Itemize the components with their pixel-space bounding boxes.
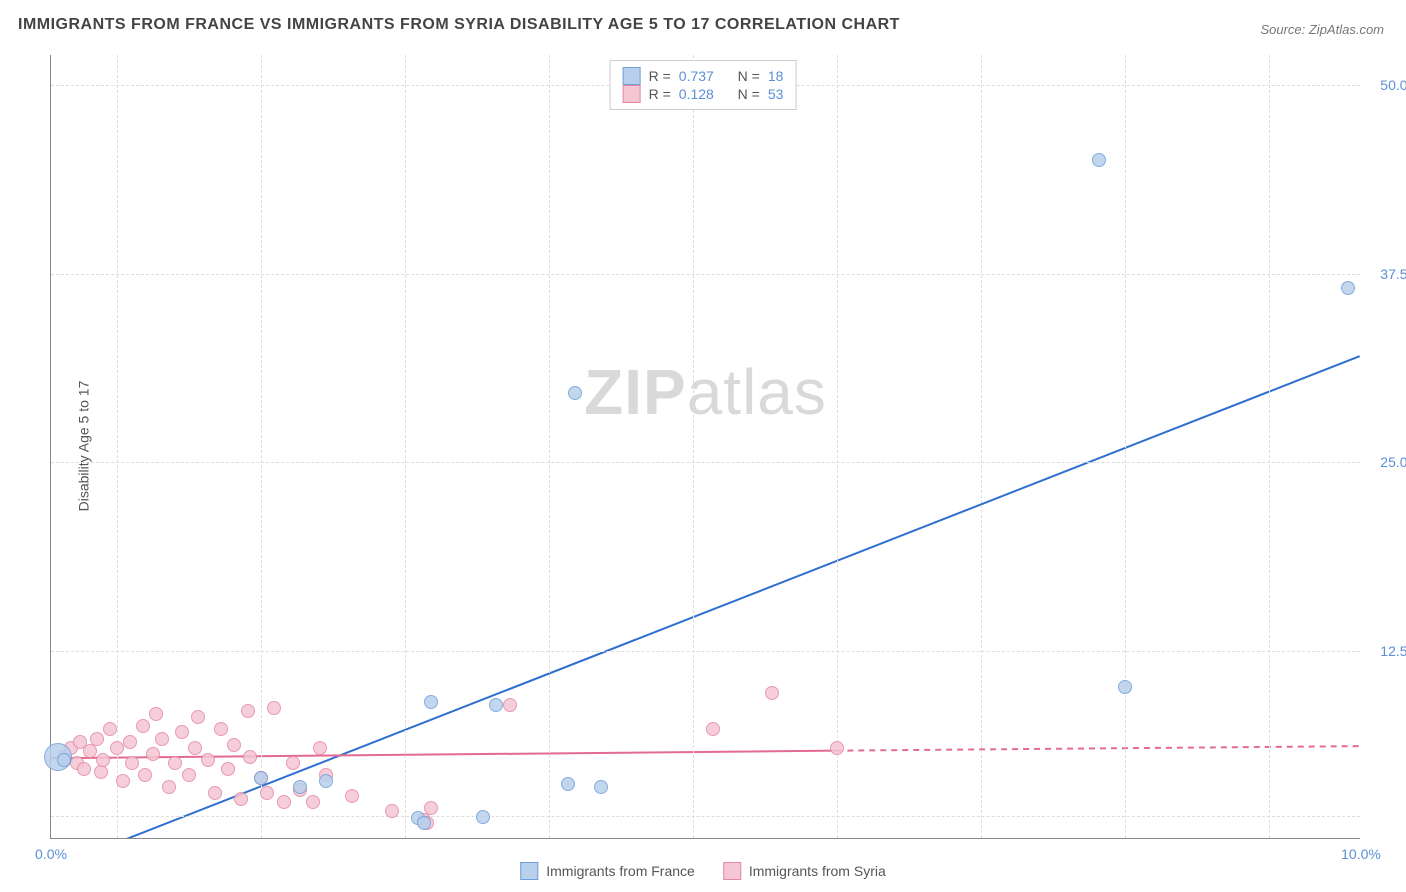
- point-syria: [83, 744, 97, 758]
- legend-item-france: Immigrants from France: [520, 862, 695, 880]
- point-syria: [162, 780, 176, 794]
- n-value-syria: 53: [768, 86, 784, 102]
- point-syria: [243, 750, 257, 764]
- point-syria: [96, 753, 110, 767]
- r-value-syria: 0.128: [679, 86, 714, 102]
- point-syria: [424, 801, 438, 815]
- point-syria: [208, 786, 222, 800]
- point-france: [489, 698, 503, 712]
- point-syria: [77, 762, 91, 776]
- point-syria: [146, 747, 160, 761]
- point-syria: [138, 768, 152, 782]
- watermark: ZIPatlas: [584, 355, 827, 429]
- legend-item-syria: Immigrants from Syria: [723, 862, 886, 880]
- trend-lines: [51, 55, 1360, 838]
- legend-label-france: Immigrants from France: [546, 863, 695, 879]
- stats-row-france: R = 0.737 N = 18: [623, 67, 784, 85]
- point-syria: [191, 710, 205, 724]
- point-syria: [345, 789, 359, 803]
- source-label: Source: ZipAtlas.com: [1260, 22, 1384, 37]
- swatch-syria: [723, 862, 741, 880]
- point-syria: [103, 722, 117, 736]
- point-syria: [227, 738, 241, 752]
- point-syria: [182, 768, 196, 782]
- point-syria: [90, 732, 104, 746]
- point-france: [254, 771, 268, 785]
- r-label: R =: [649, 86, 671, 102]
- n-label: N =: [738, 86, 760, 102]
- point-syria: [503, 698, 517, 712]
- point-france: [424, 695, 438, 709]
- swatch-syria: [623, 85, 641, 103]
- stats-row-syria: R = 0.128 N = 53: [623, 85, 784, 103]
- point-syria: [94, 765, 108, 779]
- point-syria: [175, 725, 189, 739]
- point-syria: [277, 795, 291, 809]
- point-syria: [149, 707, 163, 721]
- point-syria: [125, 756, 139, 770]
- point-france: [594, 780, 608, 794]
- y-tick-label: 37.5%: [1380, 266, 1406, 282]
- point-syria: [136, 719, 150, 733]
- series-legend: Immigrants from France Immigrants from S…: [520, 862, 886, 880]
- point-syria: [313, 741, 327, 755]
- point-syria: [385, 804, 399, 818]
- chart-title: IMMIGRANTS FROM FRANCE VS IMMIGRANTS FRO…: [18, 16, 900, 34]
- point-france: [1092, 153, 1106, 167]
- point-syria: [260, 786, 274, 800]
- point-france: [561, 777, 575, 791]
- point-syria: [201, 753, 215, 767]
- legend-label-syria: Immigrants from Syria: [749, 863, 886, 879]
- n-value-france: 18: [768, 68, 784, 84]
- point-syria: [155, 732, 169, 746]
- point-france: [293, 780, 307, 794]
- point-syria: [188, 741, 202, 755]
- point-syria: [286, 756, 300, 770]
- point-syria: [706, 722, 720, 736]
- point-syria: [116, 774, 130, 788]
- point-syria: [110, 741, 124, 755]
- point-syria: [241, 704, 255, 718]
- point-france: [476, 810, 490, 824]
- swatch-france: [520, 862, 538, 880]
- r-label: R =: [649, 68, 671, 84]
- point-syria: [830, 741, 844, 755]
- y-tick-label: 50.0%: [1380, 77, 1406, 93]
- point-france: [319, 774, 333, 788]
- plot-area: ZIPatlas 12.5%25.0%37.5%50.0%0.0%10.0%: [50, 55, 1360, 839]
- point-syria: [168, 756, 182, 770]
- point-syria: [267, 701, 281, 715]
- point-france: [1118, 680, 1132, 694]
- point-france: [417, 816, 431, 830]
- x-tick-label: 10.0%: [1341, 846, 1381, 862]
- point-france: [57, 753, 71, 767]
- point-syria: [221, 762, 235, 776]
- point-syria: [123, 735, 137, 749]
- n-label: N =: [738, 68, 760, 84]
- point-france: [568, 386, 582, 400]
- stats-legend: R = 0.737 N = 18 R = 0.128 N = 53: [610, 60, 797, 110]
- swatch-france: [623, 67, 641, 85]
- x-tick-label: 0.0%: [35, 846, 67, 862]
- r-value-france: 0.737: [679, 68, 714, 84]
- y-tick-label: 25.0%: [1380, 454, 1406, 470]
- point-syria: [306, 795, 320, 809]
- point-syria: [765, 686, 779, 700]
- point-france: [1341, 281, 1355, 295]
- point-syria: [214, 722, 228, 736]
- point-syria: [234, 792, 248, 806]
- y-tick-label: 12.5%: [1380, 643, 1406, 659]
